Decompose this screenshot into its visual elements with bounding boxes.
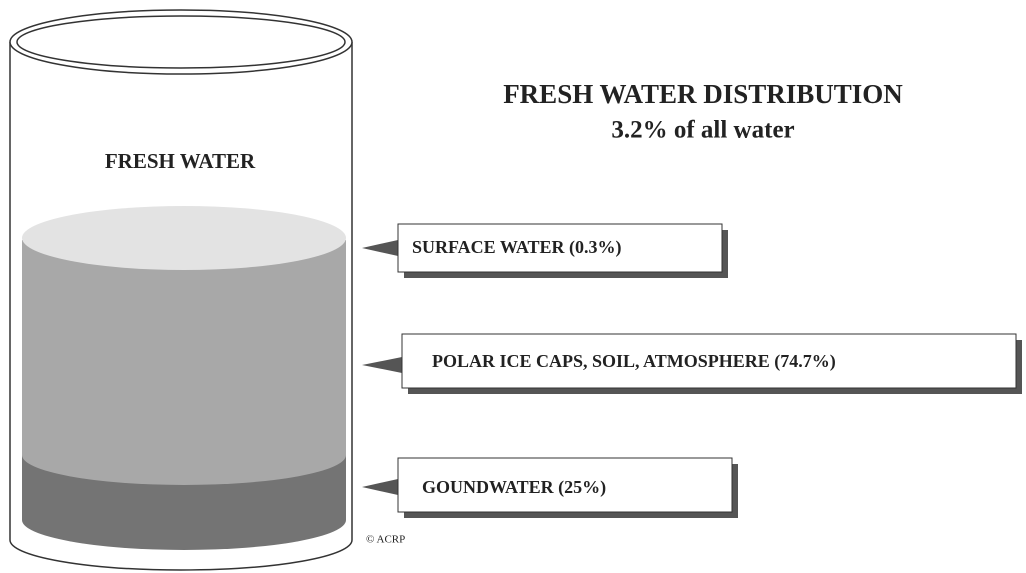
diagram: FRESH WATER FRESH WATER DISTRIBUTION 3.2… — [0, 0, 1026, 573]
callout-label: SURFACE WATER (0.3%) — [412, 237, 622, 258]
callout: GOUNDWATER (25%) — [362, 458, 738, 518]
callout-label: POLAR ICE CAPS, SOIL, ATMOSPHERE (74.7%) — [432, 351, 836, 372]
callout: SURFACE WATER (0.3%) — [362, 224, 728, 278]
callout-label: GOUNDWATER (25%) — [422, 477, 606, 498]
callout: POLAR ICE CAPS, SOIL, ATMOSPHERE (74.7%) — [362, 334, 1022, 394]
container-label: FRESH WATER — [105, 149, 256, 173]
credit: © ACRP — [366, 534, 405, 546]
subtitle: 3.2% of all water — [611, 117, 794, 144]
water-layers — [22, 206, 346, 550]
title: FRESH WATER DISTRIBUTION — [503, 79, 903, 109]
